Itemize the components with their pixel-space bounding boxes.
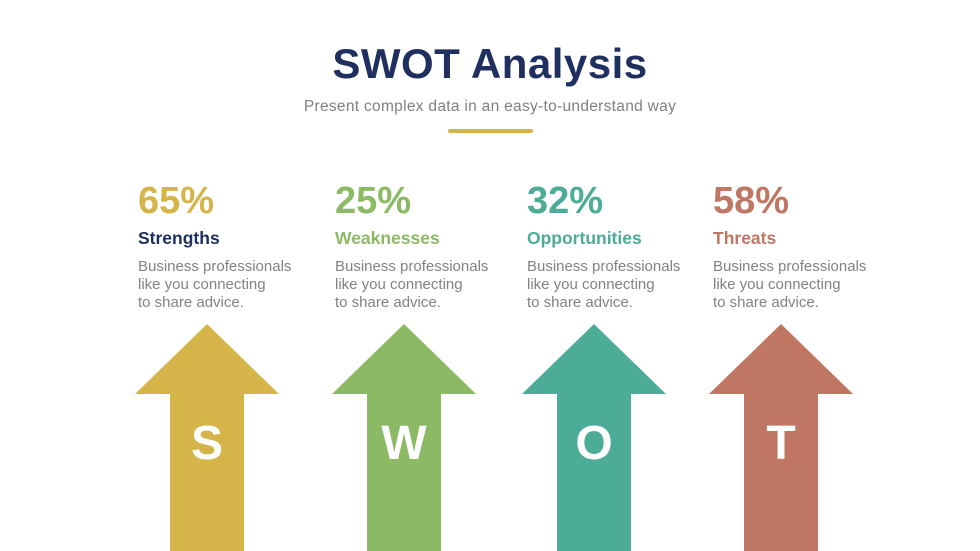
column-threats: 58% Threats Business professionals like …: [713, 182, 885, 312]
arrow-strengths: S: [135, 324, 279, 551]
strengths-letter: S: [190, 417, 223, 470]
arrow-shaft: S: [170, 394, 244, 551]
threats-percent: 58%: [713, 180, 790, 222]
slide-subtitle: Present complex data in an easy-to-under…: [303, 98, 677, 115]
threats-description: Business professionals like you connecti…: [713, 257, 867, 312]
weaknesses-percent: 25%: [335, 180, 412, 222]
title-divider: [447, 129, 533, 133]
opportunities-description: Business professionals like you connecti…: [527, 257, 681, 312]
weaknesses-letter: W: [381, 417, 427, 470]
arrow-up-icon: [332, 324, 476, 394]
threats-letter: T: [766, 417, 796, 470]
arrow-shaft: T: [744, 394, 818, 551]
column-strengths: 65% Strengths Business professionals lik…: [138, 182, 310, 312]
strengths-label: Strengths: [138, 228, 220, 248]
opportunities-label: Opportunities: [527, 228, 642, 248]
arrow-threats: T: [709, 324, 853, 551]
threats-label: Threats: [713, 228, 777, 248]
slide-header: SWOT Analysis Present complex data in an…: [0, 0, 980, 133]
arrow-shaft: W: [367, 394, 441, 551]
opportunities-letter: O: [575, 417, 613, 470]
column-opportunities: 32% Opportunities Business professionals…: [527, 182, 699, 312]
opportunities-percent: 32%: [527, 180, 604, 222]
column-weaknesses: 25% Weaknesses Business professionals li…: [335, 182, 507, 312]
strengths-percent: 65%: [138, 180, 215, 222]
arrow-opportunities: O: [522, 324, 666, 551]
weaknesses-description: Business professionals like you connecti…: [335, 257, 489, 312]
arrow-up-icon: [709, 324, 853, 394]
arrow-shaft: O: [557, 394, 631, 551]
slide-title: SWOT Analysis: [332, 40, 648, 87]
arrow-weaknesses: W: [332, 324, 476, 551]
arrow-up-icon: [522, 324, 666, 394]
strengths-description: Business professionals like you connecti…: [138, 257, 292, 312]
weaknesses-label: Weaknesses: [335, 228, 440, 248]
arrow-up-icon: [135, 324, 279, 394]
